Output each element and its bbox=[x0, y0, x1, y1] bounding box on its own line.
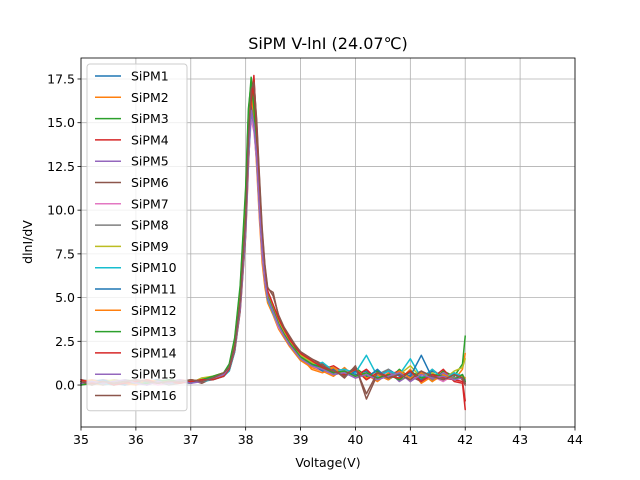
x-tick-label: 43 bbox=[512, 432, 528, 447]
legend-label: SiPM8 bbox=[131, 218, 169, 233]
legend-label: SiPM6 bbox=[131, 175, 169, 190]
legend-box bbox=[86, 63, 188, 412]
y-tick-label: 7.5 bbox=[55, 246, 75, 261]
x-tick-label: 44 bbox=[567, 432, 583, 447]
y-tick-label: 2.5 bbox=[55, 334, 75, 349]
y-tick-label: 12.5 bbox=[47, 159, 75, 174]
x-tick-label: 40 bbox=[347, 432, 363, 447]
x-tick-label: 38 bbox=[238, 432, 254, 447]
legend-label: SiPM16 bbox=[131, 388, 177, 403]
legend-label: SiPM15 bbox=[131, 367, 177, 382]
legend-label: SiPM5 bbox=[131, 154, 169, 169]
legend: SiPM1 SiPM2 SiPM3 SiPM4 SiPM5 SiPM6 SiPM7 SiPM8… bbox=[86, 63, 188, 412]
chart-title: SiPM V-lnI (24.07℃) bbox=[248, 34, 408, 53]
axes-frame bbox=[80, 57, 576, 428]
x-tick-label: 41 bbox=[402, 432, 418, 447]
x-tick-label: 42 bbox=[457, 432, 473, 447]
legend-label: SiPM2 bbox=[131, 90, 169, 105]
y-tick-label: 15.0 bbox=[47, 115, 75, 130]
x-tick-label: 39 bbox=[293, 432, 309, 447]
x-tick-label: 35 bbox=[73, 432, 89, 447]
x-axis-label: Voltage(V) bbox=[295, 455, 360, 470]
x-tick-label: 36 bbox=[128, 432, 144, 447]
legend-label: SiPM7 bbox=[131, 196, 169, 211]
x-tick-label: 37 bbox=[183, 432, 199, 447]
y-tick-label: 0.0 bbox=[55, 378, 75, 393]
legend-label: SiPM1 bbox=[131, 69, 169, 84]
axis-ticks: 35 36 37 38 39 40 41 42 43 44 0.0 2.5 5.0 7.5 10.0 12.5… bbox=[47, 71, 583, 447]
legend-label: SiPM13 bbox=[131, 324, 177, 339]
legend-label: SiPM4 bbox=[131, 132, 169, 147]
y-tick-label: 5.0 bbox=[55, 290, 75, 305]
y-tick-label: 17.5 bbox=[47, 71, 75, 86]
legend-label: SiPM14 bbox=[131, 345, 177, 360]
legend-label: SiPM12 bbox=[131, 303, 177, 318]
legend-label: SiPM3 bbox=[131, 111, 169, 126]
legend-label: SiPM11 bbox=[131, 282, 177, 297]
legend-label: SiPM10 bbox=[131, 260, 177, 275]
y-axis-label: dlnI/dV bbox=[20, 220, 35, 264]
y-tick-label: 10.0 bbox=[47, 203, 75, 218]
legend-label: SiPM9 bbox=[131, 239, 169, 254]
